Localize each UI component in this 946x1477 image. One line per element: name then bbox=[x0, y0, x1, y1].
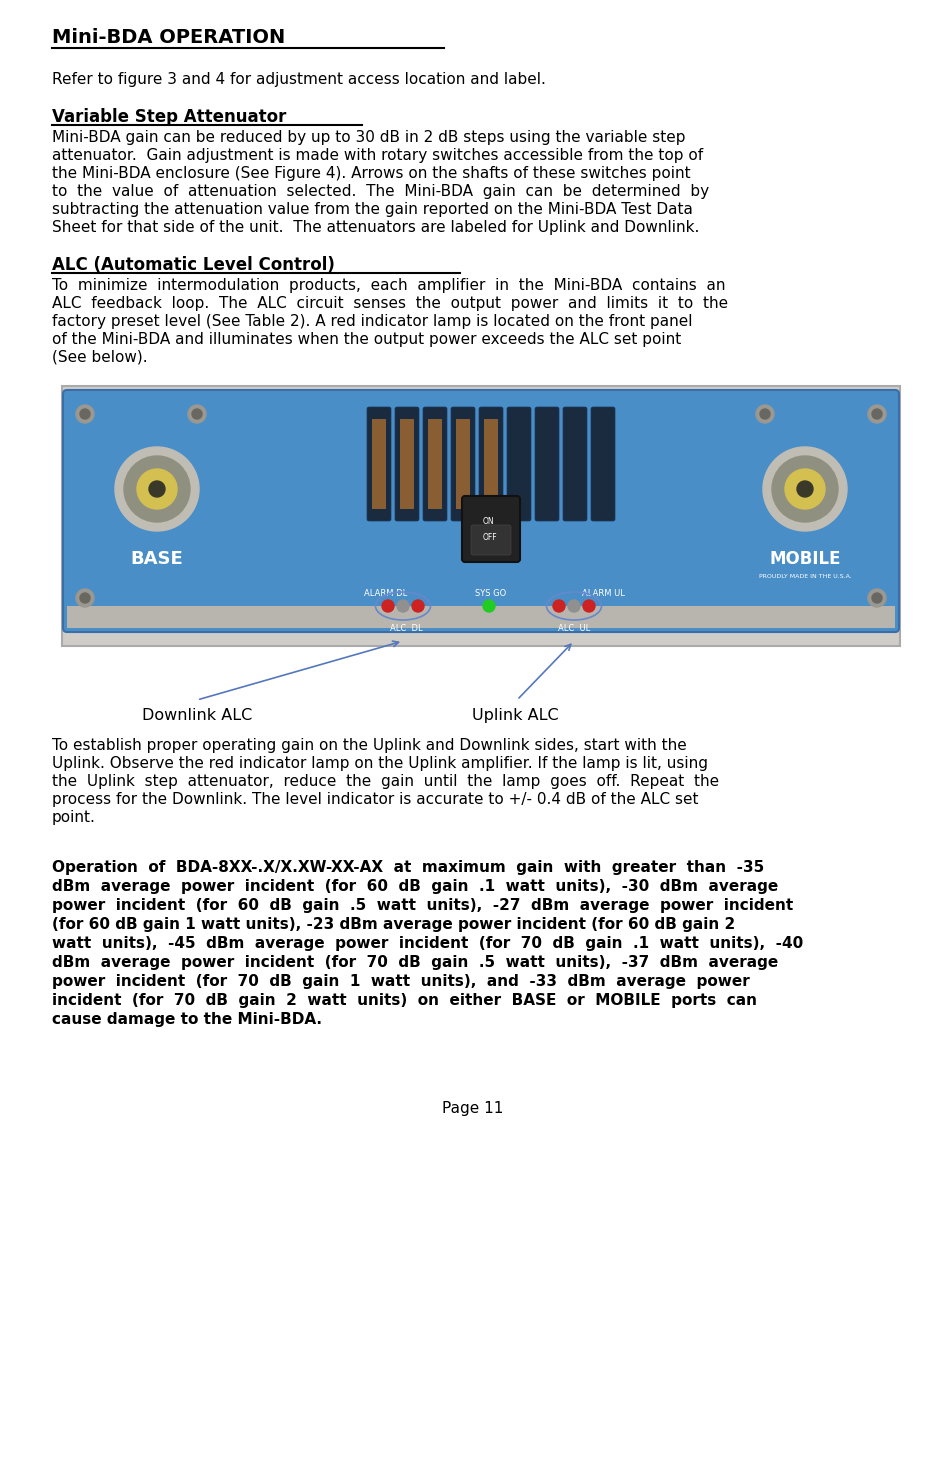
Bar bbox=[372, 419, 386, 510]
Text: power  incident  (for  70  dB  gain  1  watt  units),  and  -33  dBm  average  p: power incident (for 70 dB gain 1 watt un… bbox=[52, 973, 750, 990]
FancyBboxPatch shape bbox=[479, 408, 503, 521]
Circle shape bbox=[149, 482, 165, 496]
FancyBboxPatch shape bbox=[507, 408, 531, 521]
Circle shape bbox=[412, 600, 424, 611]
Text: watt  units),  -45  dBm  average  power  incident  (for  70  dB  gain  .1  watt : watt units), -45 dBm average power incid… bbox=[52, 936, 803, 951]
Bar bbox=[62, 385, 900, 645]
FancyBboxPatch shape bbox=[535, 408, 559, 521]
Circle shape bbox=[785, 470, 825, 510]
FancyBboxPatch shape bbox=[471, 524, 511, 555]
Text: PROUDLY MADE IN THE U.S.A.: PROUDLY MADE IN THE U.S.A. bbox=[759, 573, 851, 579]
Circle shape bbox=[80, 592, 90, 603]
Circle shape bbox=[192, 409, 202, 419]
Text: process for the Downlink. The level indicator is accurate to +/- 0.4 dB of the A: process for the Downlink. The level indi… bbox=[52, 792, 698, 806]
Text: Uplink ALC: Uplink ALC bbox=[472, 707, 559, 724]
Text: ON: ON bbox=[483, 517, 495, 526]
Text: Mini-BDA gain can be reduced by up to 30 dB in 2 dB steps using the variable ste: Mini-BDA gain can be reduced by up to 30… bbox=[52, 130, 686, 145]
Circle shape bbox=[382, 600, 394, 611]
Text: ALC (Automatic Level Control): ALC (Automatic Level Control) bbox=[52, 256, 335, 275]
Bar bbox=[456, 419, 470, 510]
Text: of the Mini-BDA and illuminates when the output power exceeds the ALC set point: of the Mini-BDA and illuminates when the… bbox=[52, 332, 681, 347]
Text: ALARM DL: ALARM DL bbox=[364, 589, 408, 598]
Circle shape bbox=[483, 600, 495, 611]
FancyBboxPatch shape bbox=[462, 496, 520, 563]
Circle shape bbox=[124, 456, 190, 521]
Text: To establish proper operating gain on the Uplink and Downlink sides, start with : To establish proper operating gain on th… bbox=[52, 738, 687, 753]
Circle shape bbox=[868, 589, 886, 607]
Text: incident  (for  70  dB  gain  2  watt  units)  on  either  BASE  or  MOBILE  por: incident (for 70 dB gain 2 watt units) o… bbox=[52, 993, 757, 1007]
Circle shape bbox=[115, 448, 199, 532]
Circle shape bbox=[872, 409, 882, 419]
FancyBboxPatch shape bbox=[63, 390, 899, 632]
Circle shape bbox=[397, 600, 409, 611]
Text: BASE: BASE bbox=[131, 549, 184, 569]
Text: ALC  UL: ALC UL bbox=[558, 623, 590, 634]
Circle shape bbox=[772, 456, 838, 521]
Text: (See below).: (See below). bbox=[52, 350, 148, 365]
Circle shape bbox=[568, 600, 580, 611]
FancyBboxPatch shape bbox=[563, 408, 587, 521]
Text: Operation  of  BDA-8XX-.X/X.XW-XX-AX  at  maximum  gain  with  greater  than  -3: Operation of BDA-8XX-.X/X.XW-XX-AX at ma… bbox=[52, 860, 764, 874]
Text: cause damage to the Mini-BDA.: cause damage to the Mini-BDA. bbox=[52, 1012, 322, 1027]
Circle shape bbox=[188, 405, 206, 422]
Text: Refer to figure 3 and 4 for adjustment access location and label.: Refer to figure 3 and 4 for adjustment a… bbox=[52, 72, 546, 87]
Text: SYS GO: SYS GO bbox=[476, 589, 507, 598]
FancyBboxPatch shape bbox=[395, 408, 419, 521]
Text: (for 60 dB gain 1 watt units), -23 dBm average power incident (for 60 dB gain 2: (for 60 dB gain 1 watt units), -23 dBm a… bbox=[52, 917, 735, 932]
Text: Mini-BDA OPERATION: Mini-BDA OPERATION bbox=[52, 28, 286, 47]
Bar bbox=[67, 606, 895, 628]
Text: point.: point. bbox=[52, 809, 96, 826]
Circle shape bbox=[872, 592, 882, 603]
Text: dBm  average  power  incident  (for  60  dB  gain  .1  watt  units),  -30  dBm  : dBm average power incident (for 60 dB ga… bbox=[52, 879, 779, 894]
FancyBboxPatch shape bbox=[367, 408, 391, 521]
Text: ALARM UL: ALARM UL bbox=[582, 589, 624, 598]
FancyBboxPatch shape bbox=[451, 408, 475, 521]
Circle shape bbox=[756, 405, 774, 422]
Text: Sheet for that side of the unit.  The attenuators are labeled for Uplink and Dow: Sheet for that side of the unit. The att… bbox=[52, 220, 699, 235]
Circle shape bbox=[797, 482, 813, 496]
Text: To  minimize  intermodulation  products,  each  amplifier  in  the  Mini-BDA  co: To minimize intermodulation products, ea… bbox=[52, 278, 726, 292]
Circle shape bbox=[763, 448, 847, 532]
Bar bbox=[400, 419, 414, 510]
Circle shape bbox=[868, 405, 886, 422]
Text: ALC  DL: ALC DL bbox=[390, 623, 422, 634]
Text: factory preset level (See Table 2). A red indicator lamp is located on the front: factory preset level (See Table 2). A re… bbox=[52, 315, 692, 329]
Text: attenuator.  Gain adjustment is made with rotary switches accessible from the to: attenuator. Gain adjustment is made with… bbox=[52, 148, 703, 162]
Text: power  incident  (for  60  dB  gain  .5  watt  units),  -27  dBm  average  power: power incident (for 60 dB gain .5 watt u… bbox=[52, 898, 794, 913]
Text: the Mini-BDA enclosure (See Figure 4). Arrows on the shafts of these switches po: the Mini-BDA enclosure (See Figure 4). A… bbox=[52, 165, 691, 182]
Text: OFF: OFF bbox=[483, 533, 498, 542]
Bar bbox=[428, 419, 442, 510]
Text: dBm  average  power  incident  (for  70  dB  gain  .5  watt  units),  -37  dBm  : dBm average power incident (for 70 dB ga… bbox=[52, 956, 779, 970]
FancyBboxPatch shape bbox=[423, 408, 447, 521]
Text: Page 11: Page 11 bbox=[443, 1100, 503, 1117]
Text: Uplink. Observe the red indicator lamp on the Uplink amplifier. If the lamp is l: Uplink. Observe the red indicator lamp o… bbox=[52, 756, 708, 771]
Circle shape bbox=[553, 600, 565, 611]
Text: MOBILE: MOBILE bbox=[769, 549, 841, 569]
Circle shape bbox=[583, 600, 595, 611]
Bar bbox=[484, 419, 498, 510]
Circle shape bbox=[137, 470, 177, 510]
FancyBboxPatch shape bbox=[591, 408, 615, 521]
Circle shape bbox=[760, 409, 770, 419]
Text: ALC  feedback  loop.  The  ALC  circuit  senses  the  output  power  and  limits: ALC feedback loop. The ALC circuit sense… bbox=[52, 295, 728, 312]
Text: the  Uplink  step  attenuator,  reduce  the  gain  until  the  lamp  goes  off. : the Uplink step attenuator, reduce the g… bbox=[52, 774, 719, 789]
Circle shape bbox=[76, 589, 94, 607]
Circle shape bbox=[76, 405, 94, 422]
Text: Variable Step Attenuator: Variable Step Attenuator bbox=[52, 108, 287, 126]
Text: to  the  value  of  attenuation  selected.  The  Mini-BDA  gain  can  be  determ: to the value of attenuation selected. Th… bbox=[52, 185, 709, 199]
Circle shape bbox=[80, 409, 90, 419]
Text: Downlink ALC: Downlink ALC bbox=[142, 707, 253, 724]
Text: subtracting the attenuation value from the gain reported on the Mini-BDA Test Da: subtracting the attenuation value from t… bbox=[52, 202, 692, 217]
